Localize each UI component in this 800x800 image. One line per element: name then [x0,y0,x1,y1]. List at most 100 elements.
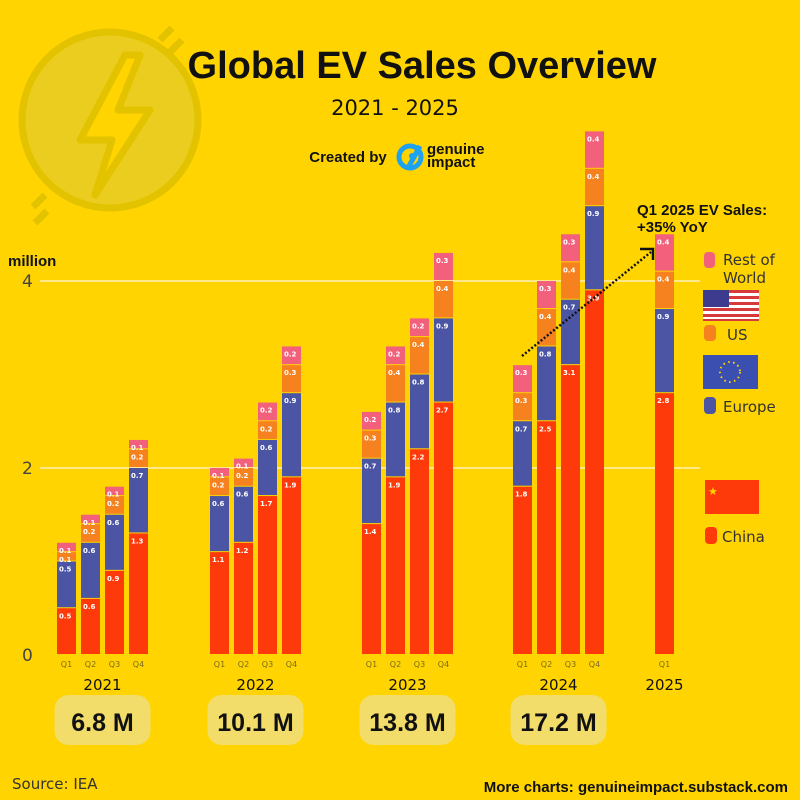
data-label: 0.4 [412,341,425,349]
data-label: 0.1 [236,463,249,471]
bar-segment-us [362,430,381,458]
year-label: 2022 [236,676,274,694]
bar-segment-us [129,449,148,467]
quarter-label: Q1 [214,660,225,669]
bar-segment-china [234,542,253,654]
data-label: 0.3 [515,369,528,377]
quarter-label: Q3 [262,660,273,669]
bar-segment-rest-of-world [282,346,301,365]
year-total-label: 17.2 M [520,709,596,737]
bar-segment-us [410,337,429,374]
data-label: 0.6 [236,491,249,499]
bar-segment-us [282,365,301,393]
genuine-impact-logo-icon [396,143,424,171]
quarter-label: Q2 [85,660,96,669]
bar-segment-china [561,365,580,654]
data-label: 0.1 [59,556,72,564]
bar-segment-europe [81,542,100,598]
bar-segment-china [81,598,100,654]
data-label: 0.1 [59,547,72,555]
bar-segment-china [537,421,556,654]
data-label: 0.7 [364,463,377,471]
bar-segment-rest-of-world [81,514,100,524]
bar-segment-us [105,496,124,514]
bar-segment-europe [129,468,148,533]
data-label: 0.2 [131,453,144,461]
bar-segment-rest-of-world [57,542,76,552]
annotation-line-2: +35% YoY [637,219,708,236]
bar-segment-us [386,365,405,402]
bar-segment-europe [258,439,277,496]
bar-segment-rest-of-world [655,234,674,271]
data-label: 0.3 [515,397,528,405]
bar-segment-china [129,533,148,654]
data-label: 0.2 [412,322,425,330]
quarter-label: Q1 [61,660,72,669]
year-label: 2021 [83,676,121,694]
data-label: 0.3 [539,285,552,293]
bar-segment-europe [234,486,253,542]
bar-segment-china [585,290,604,654]
legend-swatch-europe [704,397,716,414]
bar-segment-us [537,309,556,346]
data-label: 0.4 [587,135,600,143]
data-label: 0.7 [131,472,144,480]
data-label: 0.6 [83,603,96,611]
data-label: 0.2 [212,481,225,489]
data-label: 1.4 [364,528,377,536]
bar-segment-europe [362,458,381,524]
bar-segment-china [105,570,124,654]
bar-segment-us [234,468,253,486]
chart-title: Global EV Sales Overview [188,45,657,87]
bar-segment-rest-of-world [234,458,253,467]
china-flag-icon: ★ [705,480,759,514]
data-label: 0.4 [587,173,600,181]
legend-label-rest-of-world-2: World [723,269,766,287]
more-charts-link[interactable]: More charts: genuineimpact.substack.com [484,779,788,796]
data-label: 2.8 [657,397,670,405]
data-label: 0.2 [236,472,249,480]
data-label: 0.3 [364,435,377,443]
bar-segment-europe [410,374,429,449]
quarter-label: Q1 [659,660,670,669]
quarter-label: Q3 [414,660,425,669]
year-total-label: 13.8 M [369,709,445,737]
bar-segment-rest-of-world [362,411,381,430]
data-label: 0.5 [59,566,72,574]
bar-segment-rest-of-world [561,234,580,262]
data-label: 0.4 [657,276,670,284]
bar-segment-rest-of-world [585,131,604,168]
lightning-charger-icon [18,25,202,226]
data-label: 3.9 [587,294,600,302]
legend-label-china: China [722,528,765,546]
bar-segment-china [258,496,277,654]
bar-segment-europe [57,561,76,608]
bar-segment-china [410,449,429,654]
data-label: 0.8 [412,379,425,387]
bar-segment-china [655,393,674,654]
year-total-label: 6.8 M [71,709,134,737]
brand-line-1: genuine [427,141,485,158]
bar-segment-china [282,477,301,654]
y-tick-label: 2 [22,459,33,479]
bar-segment-china [386,477,405,654]
data-label: 1.9 [388,481,401,489]
bar-segment-us [655,271,674,309]
data-label: 0.4 [388,369,401,377]
bar-segment-china [57,608,76,654]
data-label: 0.9 [657,313,670,321]
data-label: 0.2 [364,416,377,424]
bar-segment-europe [537,346,556,421]
bar-segment-rest-of-world [513,365,532,393]
data-label: 0.8 [388,407,401,415]
bar-segment-us [434,281,453,318]
data-label: 0.6 [260,444,273,452]
bar-segment-us [585,168,604,206]
data-label: 0.2 [107,500,120,508]
bar-segment-china [362,524,381,654]
bar-segment-china [434,402,453,654]
legend-swatch-us [704,325,716,341]
quarter-label: Q1 [517,660,528,669]
bar-segment-us [513,393,532,421]
